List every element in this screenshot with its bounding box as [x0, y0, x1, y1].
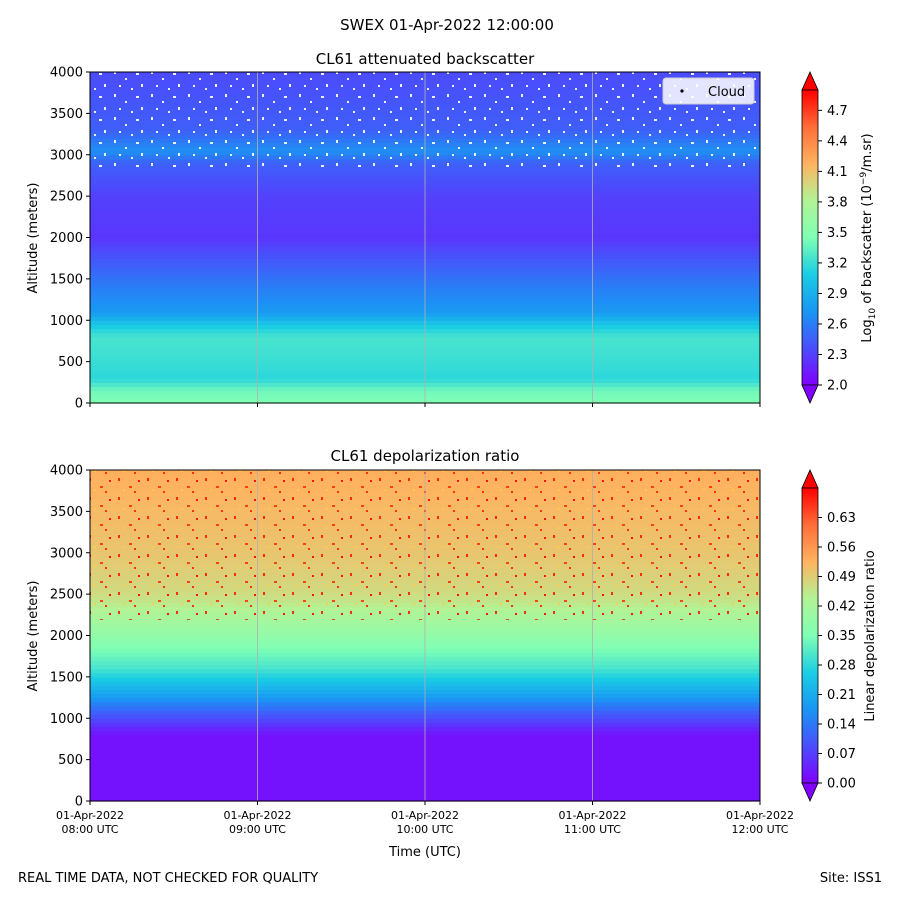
panel-backscatter: CL61 attenuated backscatter 0 500 1000 1500… — [26, 50, 878, 412]
y-tick-label: 3500 — [50, 107, 83, 122]
colorbar-tick-label: 0.28 — [827, 659, 856, 674]
colorbar-body — [801, 89, 819, 386]
colorbar-tick-label: 3.5 — [827, 226, 848, 241]
y-tick-label: 1000 — [50, 314, 83, 329]
x-tick-label: 01-Apr-2022 — [391, 809, 459, 822]
x-tick-label: 01-Apr-2022 — [56, 809, 124, 822]
legend-marker — [680, 89, 684, 93]
y-axis-label: Altitude (meters) — [26, 183, 41, 294]
y-tick-label: 1500 — [50, 272, 83, 287]
y-tick-label: 3000 — [50, 148, 83, 163]
y-tick-label: 4000 — [50, 464, 83, 479]
x-tick-label: 09:00 UTC — [229, 823, 286, 836]
colorbar-tick-label: 2.3 — [827, 348, 848, 363]
y-tick-label: 2500 — [50, 588, 83, 603]
colorbar-extend-bottom — [801, 782, 819, 802]
colorbar-tick-label: 4.4 — [827, 134, 848, 149]
colorbar-tick-label: 2.0 — [827, 379, 848, 394]
colorbar-extend-top — [801, 71, 819, 91]
colorbar-tick-label: 3.2 — [827, 256, 848, 271]
colorbar-tick-label: 0.14 — [827, 718, 856, 733]
y-tick-label: 2000 — [50, 629, 83, 644]
y-tick-label: 1500 — [50, 670, 83, 685]
colorbar-tick-label: 0.07 — [827, 747, 856, 762]
colorbar-label: Linear depolarization ratio — [863, 550, 878, 721]
y-tick-label: 500 — [58, 355, 83, 370]
colorbar-tick-label: 2.9 — [827, 287, 848, 302]
footer-site: Site: ISS1 — [820, 871, 882, 886]
colorbar-tick-label: 0.35 — [827, 629, 856, 644]
x-tick-label: 01-Apr-2022 — [223, 809, 291, 822]
legend-entry-cloud: Cloud — [708, 85, 745, 100]
x-tick-label: 10:00 UTC — [396, 823, 453, 836]
panel-title: CL61 depolarization ratio — [331, 447, 520, 465]
x-tick-label: 12:00 UTC — [731, 823, 788, 836]
figure-suptitle: SWEX 01-Apr-2022 12:00:00 — [340, 16, 554, 34]
colorbar-tick-label: 4.1 — [827, 165, 848, 180]
x-tick-label: 11:00 UTC — [564, 823, 621, 836]
x-axis-label: Time (UTC) — [388, 845, 461, 860]
y-tick-label: 2500 — [50, 190, 83, 205]
x-axis-ticks — [89, 403, 761, 407]
colorbar-depolarization: 0.00 0.07 0.14 0.21 0.28 0.35 0.42 0.49 0.56 0.63… — [801, 469, 878, 802]
y-axis-label: Altitude (meters) — [26, 581, 41, 692]
y-tick-label: 2000 — [50, 231, 83, 246]
y-tick-label: 3500 — [50, 505, 83, 520]
colorbar-tick-label: 3.8 — [827, 195, 848, 210]
colorbar-label: Log10 of backscatter (10−9/m.sr) — [859, 133, 878, 342]
panel-depolarization: CL61 depolarization ratio 0 500 1000 1500 20… — [26, 447, 878, 860]
colorbar-tick-label: 0.56 — [827, 541, 856, 556]
y-tick-label: 1000 — [50, 712, 83, 727]
x-tick-label: 01-Apr-2022 — [558, 809, 626, 822]
colorbar-tick-label: 0.49 — [827, 570, 856, 585]
y-tick-label: 0 — [75, 397, 83, 412]
y-tick-label: 500 — [58, 753, 83, 768]
colorbar-tick-label: 0.00 — [827, 777, 856, 792]
colorbar-tick-label: 0.63 — [827, 511, 856, 526]
y-tick-label: 0 — [75, 795, 83, 810]
colorbar-tick-label: 0.42 — [827, 600, 856, 615]
colorbar-backscatter: 2.0 2.3 2.6 2.9 3.2 3.5 3.8 4.1 4.4 4.7 Log10 of … — [801, 71, 878, 404]
footer-quality-note: REAL TIME DATA, NOT CHECKED FOR QUALITY — [18, 871, 318, 886]
x-tick-label: 01-Apr-2022 — [726, 809, 794, 822]
time-gridlines — [257, 72, 593, 403]
panel-title: CL61 attenuated backscatter — [316, 50, 535, 68]
colorbar-tick-label: 2.6 — [827, 317, 848, 332]
colorbar-tick-label: 4.7 — [827, 104, 848, 119]
x-tick-label: 08:00 UTC — [61, 823, 118, 836]
colorbar-tick-label: 0.21 — [827, 688, 856, 703]
y-axis-ticks: 0 500 1000 1500 2000 2500 3000 3500 4000 — [50, 464, 90, 810]
y-tick-label: 4000 — [50, 66, 83, 81]
colorbar-ticks: 2.0 2.3 2.6 2.9 3.2 3.5 3.8 4.1 4.4 4.7 — [818, 104, 848, 394]
colorbar-body — [801, 487, 819, 784]
y-tick-label: 3000 — [50, 546, 83, 561]
legend: Cloud — [662, 77, 755, 105]
legend-box — [662, 77, 755, 105]
colorbar-extend-bottom — [801, 384, 819, 404]
y-axis-ticks: 0 500 1000 1500 2000 2500 3000 3500 4000 — [50, 66, 90, 412]
colorbar-extend-top — [801, 469, 819, 489]
time-gridlines — [257, 470, 593, 801]
colorbar-ticks: 0.00 0.07 0.14 0.21 0.28 0.35 0.42 0.49 0.56 0.63 — [818, 511, 856, 792]
